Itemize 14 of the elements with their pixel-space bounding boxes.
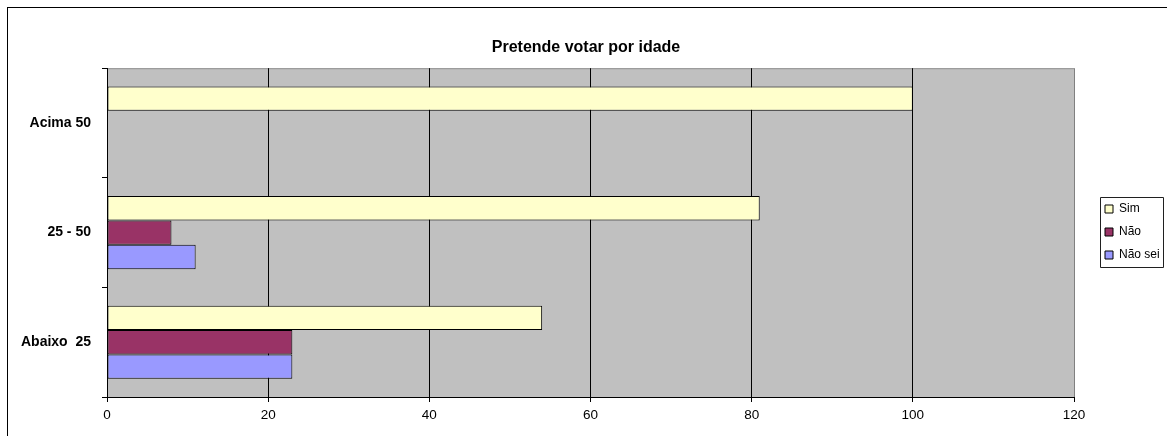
x-tick-label: 60 [582, 406, 599, 422]
x-tick-label: 100 [901, 406, 925, 422]
legend-label: Sim [1119, 201, 1140, 216]
legend-label: Não sei [1119, 247, 1160, 262]
y-tick-label: 25 - 50 [47, 223, 92, 240]
legend-label: Não [1119, 224, 1142, 239]
y-tick-label: Abaixo 25 [20, 333, 92, 350]
x-tick-label: 40 [421, 406, 437, 422]
x-tick-label: 0 [103, 406, 111, 422]
x-tick-label: 120 [1062, 406, 1086, 422]
y-tick-label: Acima 50 [29, 113, 92, 130]
x-tick-label: 80 [744, 406, 760, 422]
chart-title: Pretende votar por idade [491, 38, 681, 56]
x-tick-label: 20 [260, 406, 276, 422]
